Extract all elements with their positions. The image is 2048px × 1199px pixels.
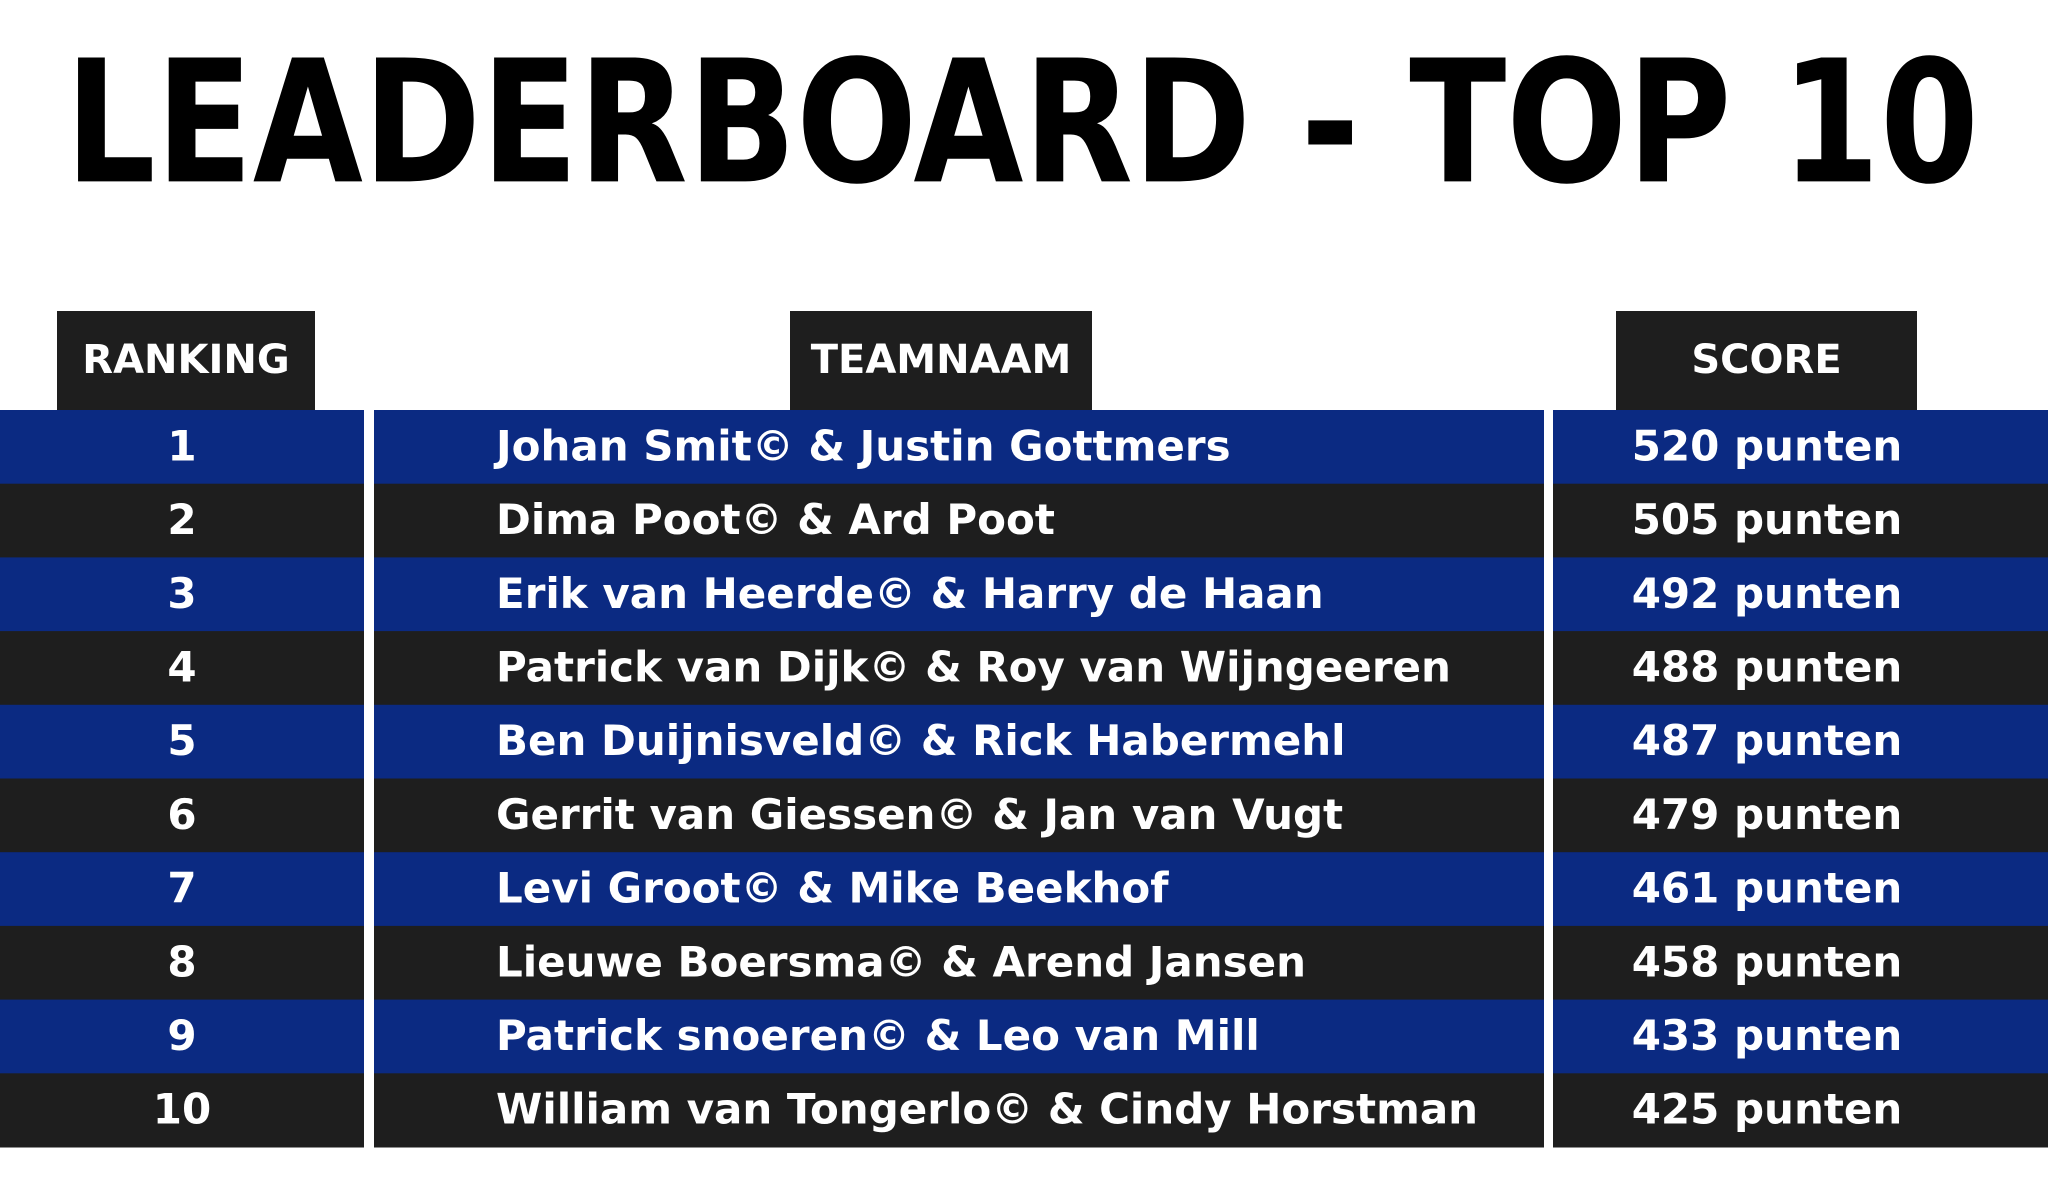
rank: 2 (167, 495, 196, 544)
row-cell (1553, 778, 2048, 853)
row-cell (374, 1073, 1544, 1148)
row-cell (374, 778, 1544, 853)
team-name: Johan Smit© & Justin Gottmers (493, 421, 1231, 470)
rank: 8 (167, 937, 196, 986)
team-name: Gerrit van Giessen© & Jan van Vugt (496, 790, 1343, 839)
row-cell (1553, 704, 2048, 779)
row-cell (374, 483, 1544, 558)
rank: 5 (167, 716, 196, 765)
row-cell (374, 999, 1544, 1074)
row-cell (1553, 557, 2048, 632)
score: 479 punten (1632, 790, 1903, 839)
score: 492 punten (1632, 569, 1903, 618)
row-cell (374, 631, 1544, 706)
score: 458 punten (1632, 937, 1903, 986)
row-cell (1553, 999, 2048, 1074)
row-cell (1553, 852, 2048, 927)
row-cell (1553, 631, 2048, 706)
score: 433 punten (1632, 1011, 1903, 1060)
rank: 7 (167, 864, 196, 913)
row-cell (1553, 483, 2048, 558)
header-label: TEAMNAAM (811, 337, 1072, 383)
row-cell (374, 925, 1544, 1001)
team-name: Dima Poot© & Ard Poot (496, 495, 1055, 544)
score: 520 punten (1632, 421, 1903, 470)
rank: 1 (167, 421, 196, 470)
rank: 9 (167, 1011, 196, 1060)
team-name: Patrick van Dijk© & Roy van Wijngeeren (496, 642, 1451, 691)
rank: 3 (167, 569, 196, 618)
row-cell (0, 999, 364, 1074)
header-label: RANKING (82, 337, 289, 383)
header-box (1616, 311, 1917, 410)
score: 425 punten (1632, 1085, 1903, 1134)
title: LEADERBOARD - TOP 10 (65, 24, 1979, 222)
team-name: Patrick snoeren© & Leo van Mill (496, 1011, 1260, 1060)
row-cell (1553, 410, 2048, 485)
rank: 4 (167, 642, 196, 691)
row-cell (0, 1073, 364, 1148)
team-name: Levi Groot© & Mike Beekhof (496, 864, 1169, 913)
row-cell (1553, 1073, 2048, 1148)
row-cell (0, 410, 364, 485)
row-cell (374, 557, 1544, 632)
score: 488 punten (1632, 642, 1903, 691)
row-cell (0, 631, 364, 706)
header-box (57, 311, 315, 410)
rank: 10 (153, 1085, 211, 1134)
row-cell (374, 704, 1544, 779)
row-cell (374, 852, 1544, 927)
row-cell (0, 852, 364, 927)
score: 505 punten (1632, 495, 1903, 544)
team-name: William van Tongerlo© & Cindy Horstman (496, 1085, 1478, 1134)
row-cell (0, 925, 364, 1001)
row-cell (0, 778, 364, 853)
row-cell (0, 557, 364, 632)
score: 461 punten (1632, 864, 1903, 913)
team-name: Ben Duijnisveld© & Rick Habermehl (496, 716, 1346, 765)
header-label: SCORE (1691, 337, 1841, 383)
team-name: Lieuwe Boersma© & Arend Jansen (496, 937, 1306, 986)
score: 487 punten (1632, 716, 1903, 765)
row-cell (1553, 925, 2048, 1001)
row-cell (374, 410, 1544, 485)
rank: 6 (167, 790, 196, 839)
row-cell (0, 483, 364, 558)
row-cell (0, 704, 364, 779)
header-box (790, 311, 1092, 410)
team-name: Erik van Heerde© & Harry de Haan (496, 569, 1324, 618)
